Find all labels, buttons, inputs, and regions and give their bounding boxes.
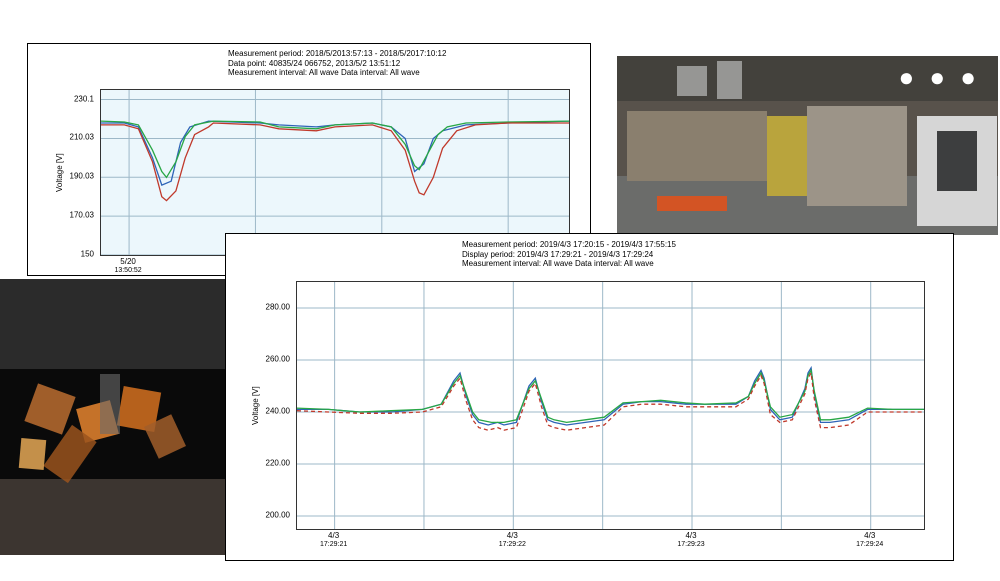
x-tick-label-bottom: 17:29:21 <box>320 541 347 548</box>
x-tick-label-bottom: 13:50:52 <box>114 267 141 274</box>
ellipsis-icon[interactable]: ● ● ● <box>898 62 980 93</box>
x-tick-label-bottom: 17:29:22 <box>499 541 526 548</box>
x-tick-label-bottom: 17:29:23 <box>677 541 704 548</box>
factory-photo-bottom-left-svg <box>0 279 225 555</box>
y-tick-label: 170.03 <box>54 211 94 220</box>
chart-title-line: Measurement interval: All wave Data inte… <box>462 259 676 269</box>
voltage-chart-2: Measurement period: 2019/4/3 17:20:15 - … <box>225 233 954 561</box>
y-tick-label: 220.00 <box>250 459 290 468</box>
chart1-plot-area <box>100 89 570 256</box>
chart1-titles: Measurement period: 2018/5/2013:57:13 - … <box>228 49 446 78</box>
chart-title-line: Measurement period: 2018/5/2013:57:13 - … <box>228 49 446 59</box>
y-tick-label: 210.03 <box>54 133 94 142</box>
y-tick-label: 260.00 <box>250 355 290 364</box>
chart2-plot-area <box>296 281 925 530</box>
chart2-lines <box>297 282 924 529</box>
y-tick-label: 230.1 <box>54 94 94 103</box>
chart-title-line: Measurement period: 2019/4/3 17:20:15 - … <box>462 240 676 250</box>
y-tick-label: 240.00 <box>250 407 290 416</box>
chart-title-line: Data point: 40835/24 066752, 2013/5/2 13… <box>228 59 446 69</box>
x-tick-label-top: 4/3 <box>328 531 339 540</box>
y-tick-label: 190.03 <box>54 172 94 181</box>
x-tick-label-top: 5/20 <box>120 257 136 266</box>
chart2-y-axis-label: Voltage [V] <box>251 386 260 425</box>
chart-title-line: Measurement interval: All wave Data inte… <box>228 68 446 78</box>
x-tick-label-bottom: 17:29:24 <box>856 541 883 548</box>
x-tick-label-top: 4/3 <box>507 531 518 540</box>
chart1-lines <box>101 90 569 255</box>
factory-photo-bottom-left <box>0 279 225 555</box>
chart2-titles: Measurement period: 2019/4/3 17:20:15 - … <box>462 240 676 269</box>
chart-title-line: Display period: 2019/4/3 17:29:21 - 2019… <box>462 250 676 260</box>
x-tick-label-top: 4/3 <box>685 531 696 540</box>
x-tick-label-top: 4/3 <box>864 531 875 540</box>
y-tick-label: 280.00 <box>250 303 290 312</box>
y-tick-label: 150 <box>54 250 94 259</box>
y-tick-label: 200.00 <box>250 511 290 520</box>
factory-photo-top-right: ● ● ● <box>617 56 998 235</box>
